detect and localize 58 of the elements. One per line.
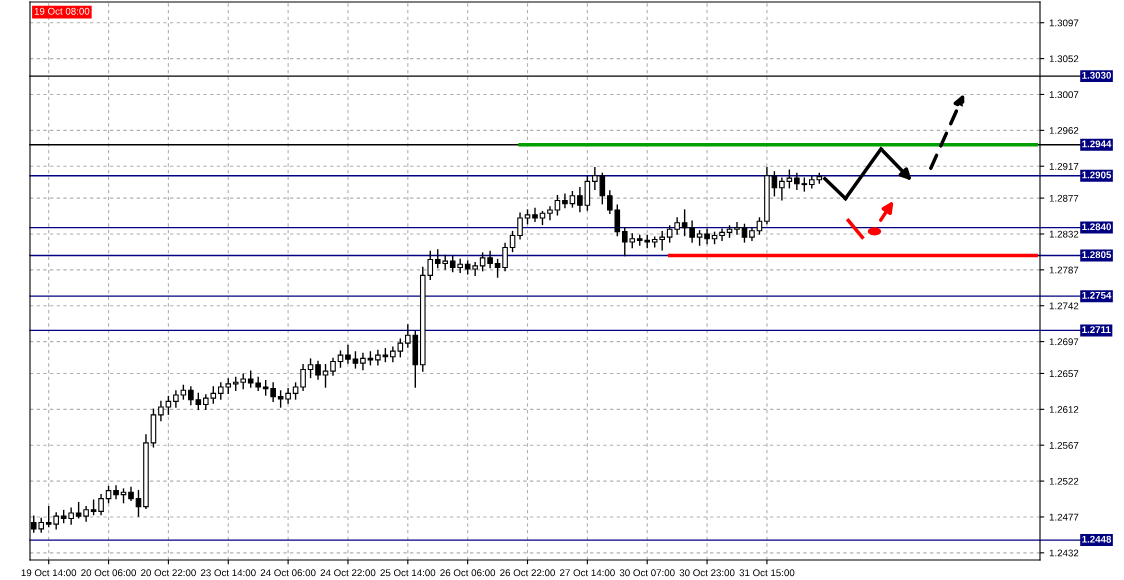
candlestick — [360, 352, 366, 371]
candlestick — [158, 400, 164, 422]
y-tick-label: 1.2522 — [1049, 477, 1079, 485]
candlestick — [517, 212, 523, 240]
annotation: 19 Oct 08:00 — [34, 7, 90, 15]
candlestick — [307, 358, 314, 379]
candlestick — [532, 207, 538, 222]
candlestick — [509, 230, 516, 253]
y-tick-label: 1.2567 — [1049, 441, 1079, 449]
ref-line-label: 1.2840 — [1082, 223, 1111, 231]
y-tick-label: 1.2477 — [1049, 513, 1079, 521]
candlestick — [547, 206, 553, 221]
ref-line-label: 1.2944 — [1082, 140, 1112, 148]
y-tick-label: 1.2657 — [1049, 370, 1079, 378]
ref-line-label: 1.2448 — [1082, 535, 1112, 543]
candlestick — [113, 485, 119, 500]
ref-line-label: 1.3030 — [1082, 71, 1111, 79]
x-tick-label: 24 Oct 06:00 — [260, 569, 316, 577]
y-tick-label: 1.2697 — [1049, 338, 1079, 346]
ref-line-label: 1.2805 — [1082, 251, 1112, 259]
x-tick-label: 31 Oct 15:00 — [739, 569, 795, 577]
y-tick-label: 1.2787 — [1049, 266, 1079, 274]
y-tick-label: 1.3097 — [1049, 19, 1079, 27]
candlestick — [771, 171, 778, 197]
x-tick-label: 24 Oct 22:00 — [320, 569, 376, 577]
candlestick — [322, 364, 329, 388]
x-tick-label: 30 Oct 23:00 — [679, 569, 735, 577]
x-tick-label: 27 Oct 14:00 — [560, 569, 615, 577]
candlestick — [562, 193, 568, 209]
x-tick-label: 26 Oct 06:00 — [440, 569, 496, 577]
y-tick-label: 1.3007 — [1049, 91, 1079, 99]
candlestick — [98, 493, 104, 516]
y-tick-label: 1.2612 — [1049, 406, 1079, 413]
y-tick-label: 1.2962 — [1049, 127, 1079, 134]
y-tick-label: 1.2832 — [1049, 230, 1079, 238]
y-tick-label: 1.2432 — [1049, 549, 1079, 557]
candlestick — [300, 364, 306, 391]
ref-line-label: 1.2711 — [1082, 326, 1111, 333]
x-tick-label: 26 Oct 22:00 — [500, 569, 555, 577]
x-tick-label: 20 Oct 22:00 — [141, 569, 196, 577]
y-tick-label: 1.3052 — [1049, 55, 1079, 63]
x-tick-label: 20 Oct 06:00 — [81, 569, 137, 577]
ref-line-label: 1.2905 — [1082, 171, 1112, 179]
candlestick — [734, 222, 740, 235]
x-tick-label: 23 Oct 14:00 — [200, 569, 256, 577]
x-tick-label: 19 Oct 14:00 — [21, 569, 77, 577]
candlestick — [135, 489, 142, 517]
candlestick — [704, 228, 710, 245]
candlestick — [719, 228, 725, 242]
candlestick — [345, 344, 351, 364]
candlestick — [554, 195, 561, 216]
ref-line-label: 1.2754 — [1082, 291, 1112, 299]
y-tick-label: 1.2742 — [1049, 302, 1079, 310]
y-tick-label: 1.2917 — [1049, 162, 1079, 170]
x-tick-label: 30 Oct 07:00 — [619, 569, 675, 577]
candlestick — [502, 242, 508, 272]
x-tick-label: 25 Oct 14:00 — [380, 569, 436, 577]
y-tick-label: 1.2877 — [1049, 194, 1079, 202]
